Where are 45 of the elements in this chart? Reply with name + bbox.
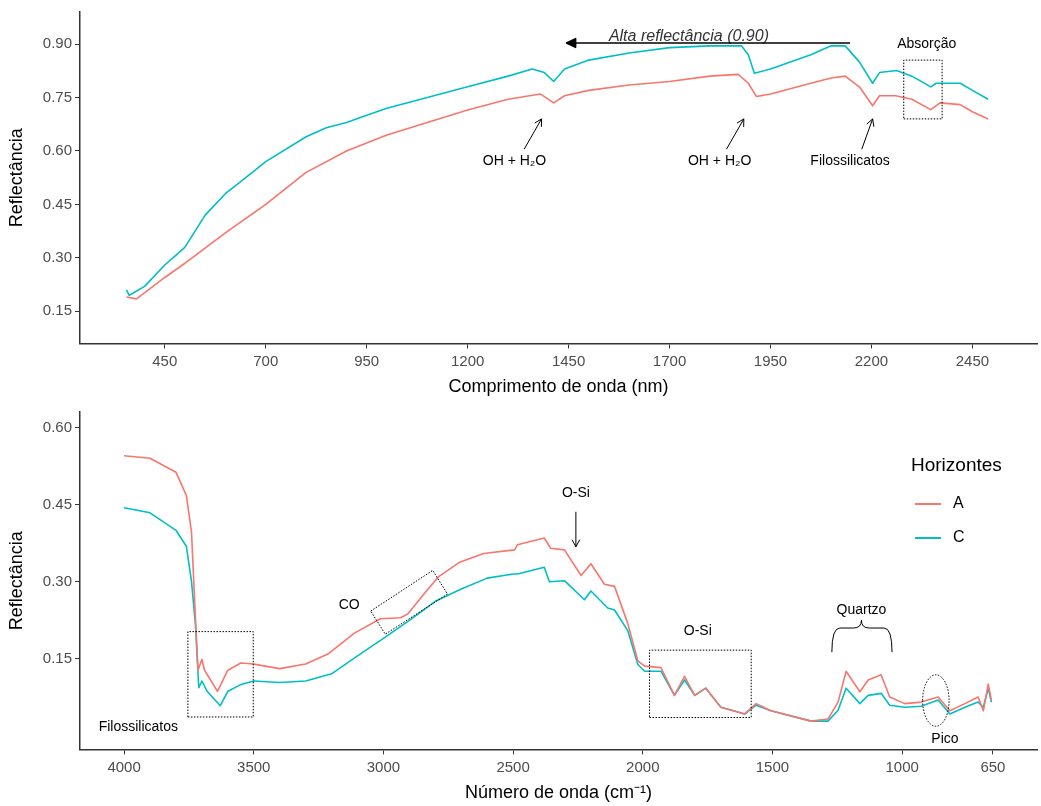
annotation: CO: [338, 595, 360, 612]
y-tick-label: 0.60: [42, 417, 72, 435]
y-axis-title: Reflectância: [5, 127, 26, 228]
x-tick-label: 2000: [626, 757, 660, 775]
x-tick-label: 1950: [753, 351, 788, 369]
annotation: Filossilicatos: [810, 152, 890, 169]
x-tick-label: 1700: [652, 351, 687, 369]
y-tick-label: 0.30: [42, 248, 72, 266]
x-tick-label: 2500: [496, 757, 530, 775]
annotation: OH + H₂O: [687, 152, 752, 169]
x-tick-label: 700: [253, 351, 279, 369]
y-tick-label: 0.45: [42, 494, 72, 512]
legend-title: Horizontes: [911, 454, 1002, 476]
x-tick-label: 1200: [450, 351, 485, 369]
y-tick-label: 0.15: [42, 301, 72, 319]
y-tick-label: 0.45: [42, 194, 72, 212]
annotation: OH + H₂O: [482, 152, 547, 169]
annotation: O-Si: [561, 484, 590, 501]
x-axis-title: Comprimento de onda (nm): [448, 376, 669, 397]
annotation: Quartzo: [836, 600, 887, 617]
annotation: Alta reflectância (0.90): [607, 27, 769, 45]
y-tick-label: 0.60: [42, 141, 72, 159]
y-tick-label: 0.75: [42, 87, 72, 105]
x-axis-title: Número de onda (cm⁻¹): [464, 782, 653, 803]
legend-label: C: [953, 528, 965, 546]
x-tick-label: 1500: [755, 757, 790, 775]
x-tick-label: 4000: [107, 757, 141, 775]
x-tick-label: 2200: [854, 351, 889, 369]
x-tick-label: 1450: [551, 351, 586, 369]
x-tick-label: 650: [980, 757, 1006, 775]
y-tick-label: 0.30: [42, 571, 72, 589]
x-tick-label: 2450: [955, 351, 990, 369]
y-tick-label: 0.90: [42, 34, 72, 52]
x-tick-label: 450: [152, 351, 178, 369]
y-tick-label: 0.15: [42, 649, 72, 667]
x-tick-label: 3000: [366, 757, 401, 775]
y-axis-title: Reflectância: [5, 530, 26, 631]
annotation: Absorção: [897, 34, 957, 51]
x-tick-label: 950: [354, 351, 380, 369]
legend-label: A: [953, 494, 964, 512]
annotation: O-Si: [683, 622, 712, 639]
annotation: Pico: [931, 729, 959, 746]
x-tick-label: 3500: [237, 757, 271, 775]
annotation: Filossilicatos: [98, 717, 179, 734]
x-tick-label: 1000: [885, 757, 919, 775]
